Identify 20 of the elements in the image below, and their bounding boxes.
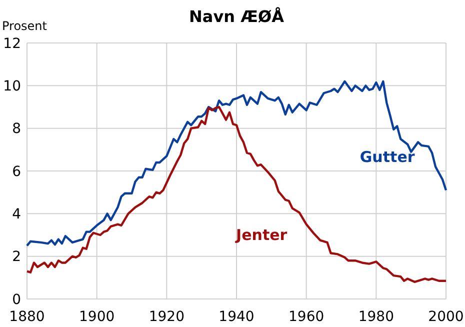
y-tick-label: 0: [12, 292, 21, 308]
x-tick-label: 1940: [218, 309, 254, 325]
y-tick-label: 10: [3, 78, 21, 95]
x-tick-label: 2000: [428, 309, 464, 325]
x-tick-label: 1980: [358, 309, 394, 325]
y-tick-label: 8: [12, 121, 21, 138]
chart-title: Navn ÆØÅ: [189, 7, 285, 26]
y-tick-label: 12: [3, 36, 21, 52]
x-tick-label: 1880: [9, 309, 45, 325]
series-label: Jenter: [235, 226, 288, 244]
y-axis-title: Prosent: [2, 19, 48, 33]
x-tick-label: 1960: [288, 309, 324, 325]
line-series: [26, 106, 448, 284]
y-tick-label: 4: [12, 206, 22, 223]
x-tick-label: 1920: [148, 309, 184, 325]
x-tick-label: 1900: [79, 309, 115, 325]
series-label: Gutter: [360, 148, 416, 166]
line-series: [26, 80, 448, 247]
y-tick-label: 2: [12, 249, 21, 266]
y-tick-label: 6: [12, 164, 22, 180]
